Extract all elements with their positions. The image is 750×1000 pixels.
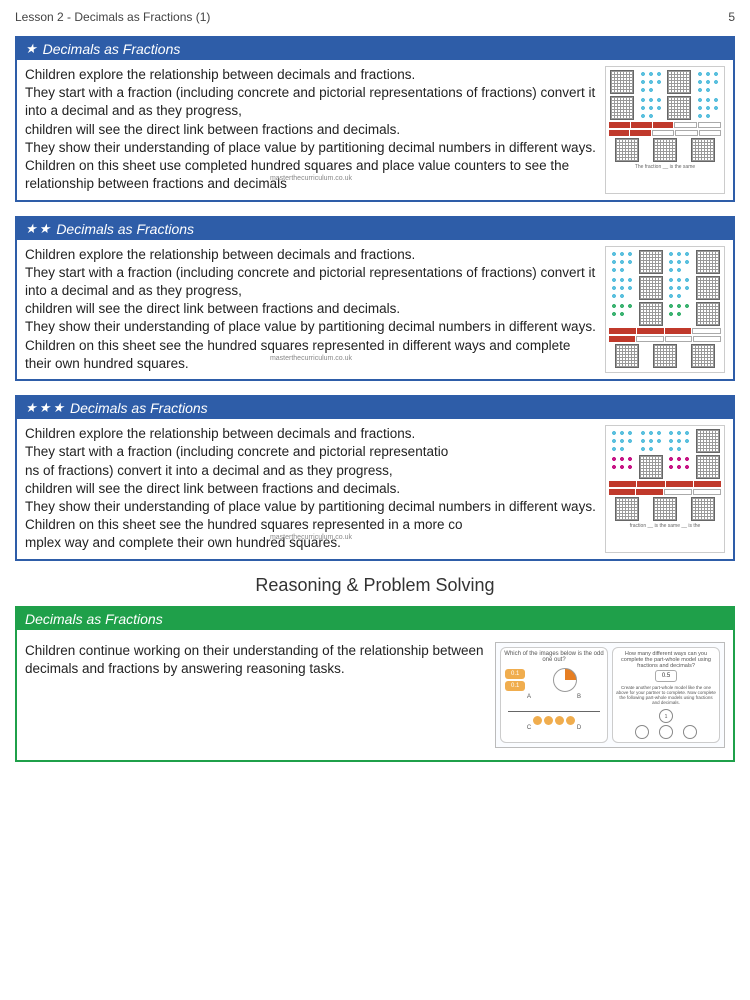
watermark: masterthecurriculum.co.uk [270, 533, 352, 542]
reasoning-right-panel: How many different ways can you complete… [612, 647, 720, 743]
subtitle-reasoning: Reasoning & Problem Solving [15, 575, 735, 596]
watermark: masterthecurriculum.co.uk [270, 174, 352, 183]
pie-icon [553, 668, 577, 692]
section-title: Decimals as Fractions [70, 400, 208, 416]
reasoning-thumbnail: Which of the images below is the odd one… [495, 642, 725, 748]
worksheet-thumbnail: fraction __ is the same __ is the [605, 425, 725, 553]
star-icon: ★ [25, 221, 37, 237]
star-rating: ★★ [25, 221, 50, 237]
reasoning-left-panel: Which of the images below is the odd one… [500, 647, 608, 743]
worksheet-thumbnail: The fraction __ is the same [605, 66, 725, 194]
star-rating: ★ [25, 41, 37, 57]
section-header: ★ Decimals as Fractions [17, 38, 733, 60]
section-2star: ★★ Decimals as Fractions Children explor… [15, 216, 735, 382]
section-header: ★★ Decimals as Fractions [17, 218, 733, 240]
page-number: 5 [728, 10, 735, 24]
star-rating: ★★★ [25, 400, 64, 416]
numberline-icon [508, 704, 600, 712]
section-title: Decimals as Fractions [43, 41, 181, 57]
star-icon: ★ [52, 400, 64, 416]
section-1star: ★ Decimals as Fractions Children explore… [15, 36, 735, 202]
star-icon: ★ [39, 400, 51, 416]
section-text: Children explore the relationship betwee… [25, 425, 597, 553]
section-title: Decimals as Fractions [56, 221, 194, 237]
star-icon: ★ [39, 221, 51, 237]
worksheet-thumbnail [605, 246, 725, 374]
section-text: Children continue working on their under… [25, 642, 487, 748]
page-header: Lesson 2 - Decimals as Fractions (1) 5 [15, 10, 735, 24]
section-header: ★★★ Decimals as Fractions [17, 397, 733, 419]
section-title: Decimals as Fractions [25, 611, 163, 627]
star-icon: ★ [25, 400, 37, 416]
section-text: Children explore the relationship betwee… [25, 66, 597, 194]
part-whole-icon: 1 [616, 709, 716, 739]
star-icon: ★ [25, 41, 37, 57]
section-reasoning: Decimals as Fractions Children continue … [15, 606, 735, 762]
watermark: masterthecurriculum.co.uk [270, 354, 352, 363]
section-text: Children explore the relationship betwee… [25, 246, 597, 374]
lesson-title: Lesson 2 - Decimals as Fractions (1) [15, 10, 210, 24]
section-header: Decimals as Fractions [17, 608, 733, 630]
section-3star: ★★★ Decimals as Fractions Children explo… [15, 395, 735, 561]
